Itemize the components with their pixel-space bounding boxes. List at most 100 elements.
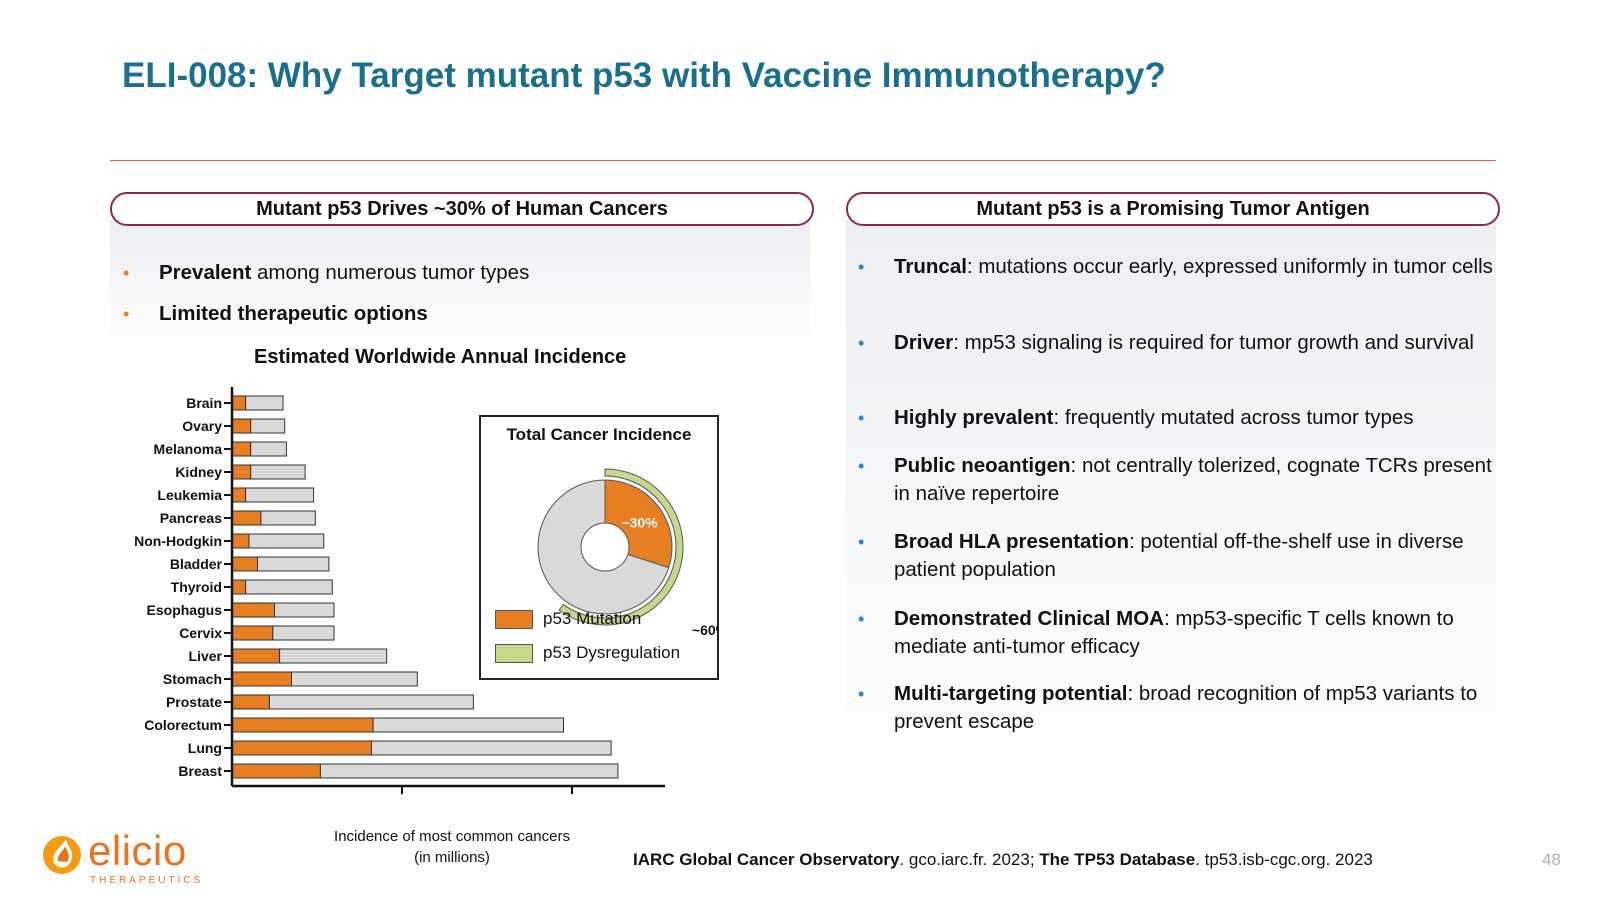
slide-title: ELI-008: Why Target mutant p53 with Vacc… (122, 56, 1166, 95)
source-citation: IARC Global Cancer Observatory. gco.iarc… (633, 850, 1373, 870)
bar-remainder-liver (279, 648, 388, 664)
logo-wordmark: elicio (88, 827, 187, 874)
pie-label-mutation: ~30% (621, 514, 658, 530)
bar-mutation-liver (231, 648, 281, 664)
bar-chart: Brain Ovary Melanoma Kidney Leukemia Pancreas… (134, 387, 665, 800)
bullet-text: : not centrally tolerized, cognate TCRs … (894, 454, 1492, 505)
bar-remainder-prostate (268, 694, 474, 710)
bar-remainder-lung (370, 740, 612, 756)
right-panel-header: Mutant p53 is a Promising Tumor Antigen (846, 192, 1500, 226)
bar-mutation-melanoma (231, 441, 252, 457)
bar-mutation-leukemia (231, 487, 247, 503)
bar-remainder-esophagus (274, 602, 335, 618)
bullet-text: : mp53-specific T cells known to mediate… (894, 607, 1454, 658)
bullet-bold: Limited therapeutic options (159, 302, 428, 325)
y-tick-label: Bladder (170, 556, 223, 572)
bar-mutation-brain (231, 395, 247, 411)
pie-hole (580, 522, 630, 572)
legend-swatch (495, 609, 533, 629)
bar-mutation-stomach (231, 671, 292, 687)
right-bullet-6: • Demonstrated Clinical MOA: mp53-specifi… (858, 605, 1494, 661)
bullet-dot: • (858, 456, 865, 476)
y-tick-label: Melanoma (154, 441, 223, 457)
left-panel-header: Mutant p53 Drives ~30% of Human Cancers (110, 192, 814, 226)
x-axis-label-line2: (in millions) (414, 849, 490, 866)
bullet-bold: Prevalent (159, 261, 252, 284)
bar-mutation-ovary (231, 418, 252, 434)
source-bold-2: The TP53 Database (1039, 850, 1196, 869)
bar-mutation-prostate (231, 694, 270, 710)
bullet-dot: • (858, 257, 865, 277)
source-text-1: . gco.iarc.fr. 2023; (899, 850, 1040, 869)
y-tick-label: Brain (186, 395, 222, 411)
x-tick-label: 2 (568, 799, 576, 800)
bar-remainder-brain (245, 395, 284, 411)
y-tick-label: Ovary (182, 418, 222, 434)
y-tick-label: Breast (178, 763, 222, 779)
pie-chart: ~30% ~60% (537, 468, 717, 638)
legend-item-mutation: p53 Mutation (495, 609, 641, 629)
y-tick-label: Esophagus (147, 602, 223, 618)
bullet-text: : frequently mutated across tumor types (1053, 406, 1414, 429)
bar-remainder-cervix (272, 625, 335, 641)
bar-remainder-breast (319, 763, 619, 779)
y-tick-label: Leukemia (157, 487, 222, 503)
bullet-bold: Truncal (894, 255, 967, 278)
bullet-dot: • (858, 684, 865, 704)
right-bullet-5: • Broad HLA presentation: potential off-t… (858, 528, 1494, 584)
bullet-bold: Multi-targeting potential (894, 682, 1128, 705)
bar-remainder-ovary (250, 418, 286, 434)
bar-mutation-pancreas (231, 510, 262, 526)
bullet-bold: Highly prevalent (894, 406, 1054, 429)
right-bullet-1: • Truncal: mutations occur early, express… (858, 253, 1494, 281)
bar-mutation-non-hodgkin (231, 533, 250, 549)
x-axis-label-line1: Incidence of most common cancers (334, 828, 570, 845)
right-bullet-2: • Driver: mp53 signaling is required for … (858, 329, 1494, 357)
bar-mutation-cervix (231, 625, 274, 641)
x-tick-label: 1 (398, 799, 406, 800)
bullet-text: : mutations occur early, expressed unifo… (966, 255, 1493, 278)
legend-label: p53 Dysregulation (543, 643, 681, 662)
bar-remainder-kidney (250, 464, 306, 480)
bar-remainder-colorectum (372, 717, 564, 733)
bar-mutation-lung (231, 740, 372, 756)
left-panel-background (110, 220, 810, 350)
bar-mutation-breast (231, 763, 321, 779)
y-tick-label: Stomach (163, 671, 222, 687)
bar-mutation-bladder (231, 556, 258, 572)
bar-mutation-colorectum (231, 717, 374, 733)
bullet-bold: Public neoantigen (894, 454, 1071, 477)
bullet-bold: Driver (894, 331, 954, 354)
bullet-bold: Broad HLA presentation (894, 530, 1130, 553)
bullet-dot: • (858, 532, 865, 552)
bullet-text: : broad recognition of mp53 variants to … (894, 682, 1478, 733)
bar-mutation-esophagus (231, 602, 275, 618)
left-bullet-2: • Limited therapeutic options (123, 300, 428, 328)
y-tick-label: Prostate (166, 694, 222, 710)
logo-subtext: THERAPEUTICS (90, 875, 204, 886)
legend-swatch (495, 643, 533, 663)
left-bullet-1: • Prevalent among numerous tumor types (123, 259, 530, 287)
bullet-dot: • (858, 333, 865, 353)
bullet-text: among numerous tumor types (251, 261, 530, 284)
inset-title: Total Cancer Incidence (506, 425, 692, 444)
right-panel-background (846, 220, 1496, 785)
bullet-bold: Demonstrated Clinical MOA (894, 607, 1164, 630)
bullet-dot: • (123, 304, 130, 324)
elicio-logo: elicio THERAPEUTICS (40, 827, 204, 891)
bullet-text: : potential off-the-shelf use in diverse… (894, 530, 1464, 581)
bullet-dot: • (123, 263, 130, 283)
title-divider (110, 160, 1496, 161)
y-tick-label: Thyroid (171, 579, 222, 595)
bar-remainder-bladder (257, 556, 330, 572)
source-bold-1: IARC Global Cancer Observatory (633, 850, 900, 869)
y-tick-label: Liver (189, 648, 223, 664)
y-tick-label: Cervix (179, 625, 222, 641)
pie-outer-arc-dysregulation (558, 468, 684, 626)
bullet-text: : mp53 signaling is required for tumor g… (953, 331, 1474, 354)
right-bullet-7: • Multi-targeting potential: broad recogn… (858, 680, 1494, 736)
legend-item-dysregulation: p53 Dysregulation (495, 643, 680, 663)
bar-mutation-thyroid (231, 579, 247, 595)
y-tick-label: Colorectum (144, 717, 222, 733)
y-tick-label: Non-Hodgkin (134, 533, 222, 549)
